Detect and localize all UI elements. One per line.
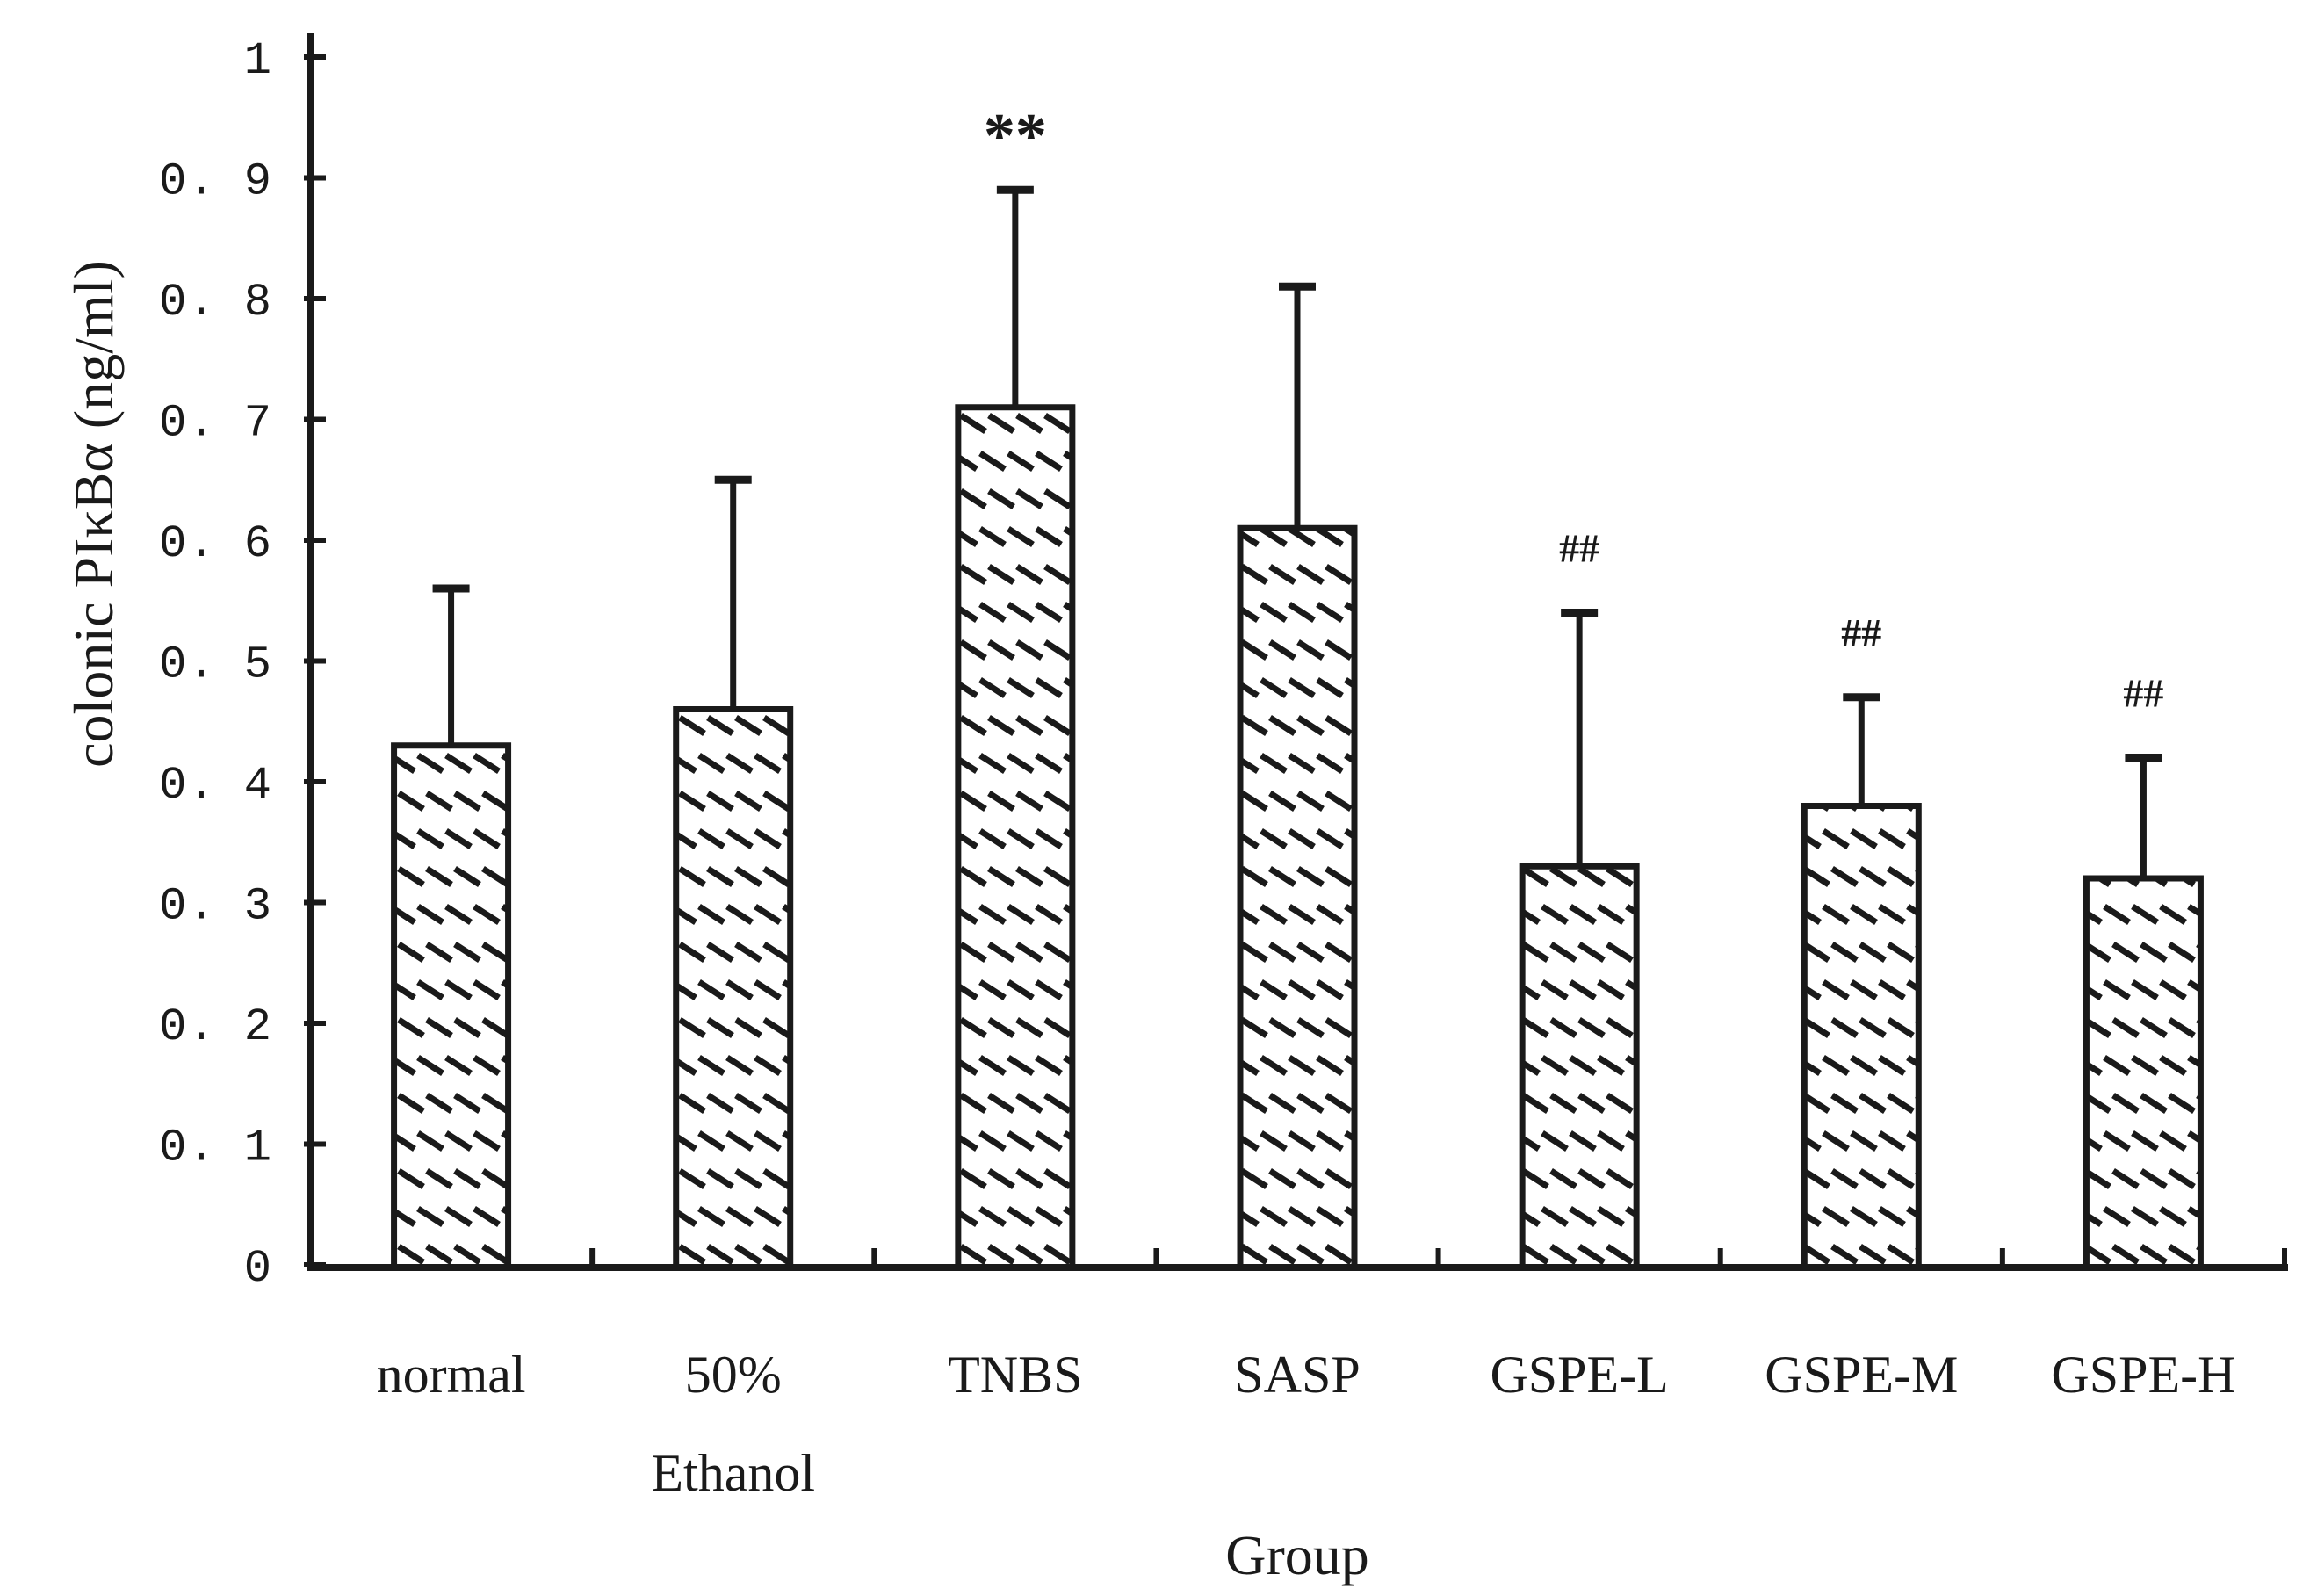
y-tick-label-0-7: 0. 7 [159,398,272,450]
bar-50-ethanol [673,706,794,1271]
bar-tnbs [955,404,1076,1271]
x-axis-title: Group [1225,1524,1369,1586]
y-tick-label-0-1: 0. 1 [159,1123,272,1174]
significance-marker-tnbs: ** [984,100,1047,170]
y-tick-label-0: 0 [244,1243,272,1295]
bar-gspe-l [1519,863,1640,1271]
category-label-gspe-h: GSPE-H [2051,1346,2235,1404]
category-label-50-ethanol-line2: Ethanol [651,1444,815,1502]
y-axis-title: colonic PIκBα (ng/ml) [62,260,125,768]
y-tick-label-0-6: 0. 6 [159,518,272,570]
bar-sasp [1237,524,1358,1271]
category-label-normal: normal [377,1346,526,1404]
axis-ticks: 0 0. 1 0. 2 0. 3 0. 4 0. 5 0. 6 0. 7 0. 8 0. 9 1 [159,35,2287,1295]
bar-series: ** ## ## ## [391,100,2204,1271]
y-tick-label-0-9: 0. 9 [159,156,272,208]
y-tick-label-1: 1 [244,35,272,87]
significance-marker-gspe-h: ## [2123,671,2163,716]
y-tick-label-0-3: 0. 3 [159,881,272,933]
category-label-50-ethanol: 50% [685,1346,782,1404]
category-label-gspe-l: GSPE-L [1490,1346,1668,1404]
bar-normal [391,742,512,1271]
significance-marker-gspe-l: ## [1559,526,1599,571]
category-label-sasp: SASP [1234,1346,1360,1404]
bar-gspe-m [1801,803,1922,1271]
y-tick-label-0-2: 0. 2 [159,1001,272,1053]
y-tick-label-0-4: 0. 4 [159,760,272,812]
significance-marker-gspe-m: ## [1841,610,1881,655]
category-labels: normal 50% Ethanol TNBS SASP GSPE-L GSPE-M GSPE… [377,1346,2236,1502]
y-tick-label-0-5: 0. 5 [159,639,272,691]
bar-gspe-h [2083,875,2204,1271]
y-tick-label-0-8: 0. 8 [159,277,272,329]
category-label-gspe-m: GSPE-M [1765,1346,1958,1404]
category-label-tnbs: TNBS [948,1346,1082,1404]
